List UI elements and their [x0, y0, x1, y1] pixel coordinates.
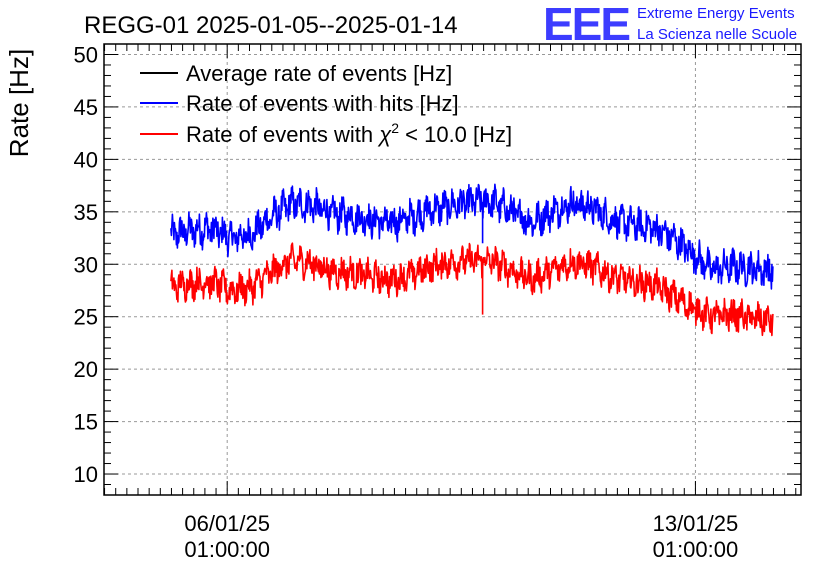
series-line-1 [170, 242, 774, 337]
y-tick-label: 35 [74, 200, 98, 225]
legend-label-2: Rate of events with χ2 < 10.0 [Hz] [186, 120, 512, 147]
eee-logo: EEE Extreme Energy Events La Scienza nel… [543, 0, 797, 50]
y-tick-label: 30 [74, 252, 98, 277]
logo-line-2: La Scienza nelle Scuole [637, 26, 797, 43]
legend-label-0: Average rate of events [Hz] [186, 61, 452, 86]
axes: 10152025303540455006/01/2501:00:0013/01/… [74, 42, 802, 562]
y-tick-label: 10 [74, 462, 98, 487]
legend: Average rate of events [Hz] Rate of event… [140, 61, 512, 147]
x-tick-label-time: 01:00:00 [653, 537, 739, 562]
y-axis-label: Rate [Hz] [4, 49, 34, 157]
y-tick-label: 40 [74, 147, 98, 172]
legend-label-1: Rate of events with hits [Hz] [186, 91, 459, 116]
x-tick-label-time: 01:00:00 [184, 537, 270, 562]
chart-title: REGG-01 2025-01-05--2025-01-14 [84, 12, 458, 39]
plot-frame [103, 43, 802, 496]
logo-line-1: Extreme Energy Events [637, 5, 795, 22]
x-tick-label-date: 13/01/25 [653, 511, 739, 536]
y-tick-label: 20 [74, 357, 98, 382]
x-tick-label-date: 06/01/25 [184, 511, 270, 536]
y-tick-label: 50 [74, 42, 98, 67]
logo-letters: EEE [543, 0, 629, 50]
series-line-0 [170, 183, 774, 290]
y-tick-label: 45 [74, 95, 98, 120]
y-tick-label: 25 [74, 305, 98, 330]
plot-series [170, 183, 774, 337]
grid [104, 44, 801, 495]
y-tick-label: 15 [74, 410, 98, 435]
